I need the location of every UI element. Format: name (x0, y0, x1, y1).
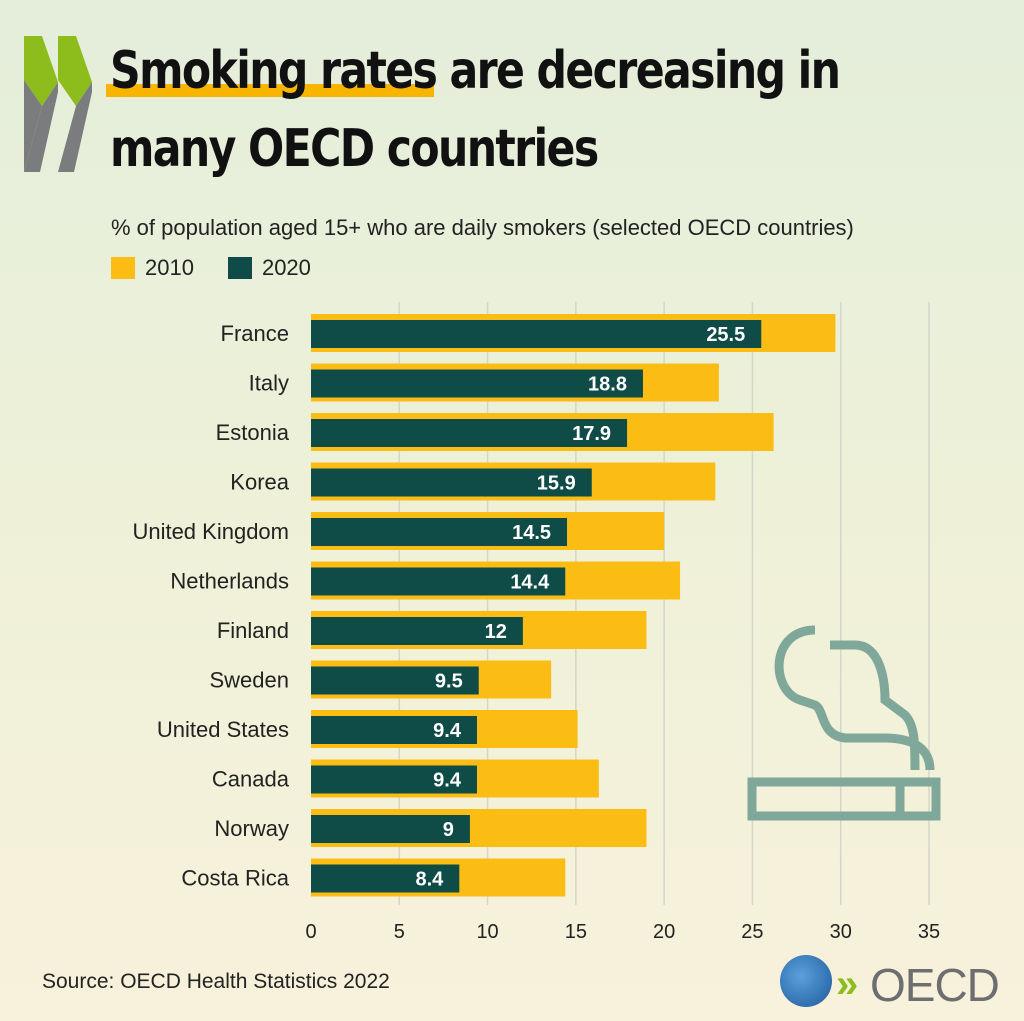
category-label: Korea (230, 470, 289, 495)
chart-subtitle: % of population aged 15+ who are daily s… (111, 215, 854, 240)
data-label-2020: 9 (443, 819, 454, 841)
cigarette-icon (747, 625, 941, 821)
data-label-2020: 15.9 (537, 473, 576, 495)
data-label-2020: 17.9 (572, 423, 611, 445)
data-label-2020: 9.4 (433, 770, 462, 792)
data-label-2020: 18.8 (588, 374, 627, 396)
category-label: France (221, 321, 289, 346)
data-label-2020: 12 (485, 621, 507, 643)
category-label: Finland (217, 618, 289, 643)
data-label-2020: 9.4 (433, 720, 462, 742)
legend-label: 2020 (261, 255, 311, 280)
legend-label: 2010 (145, 255, 194, 280)
x-tick-label: 5 (394, 921, 405, 943)
bar-2020 (311, 716, 477, 744)
bar-2020 (311, 617, 523, 645)
oecd-chevrons-logo (0, 0, 110, 195)
x-tick-label: 35 (918, 921, 940, 943)
category-label: United States (157, 717, 289, 742)
category-label: Sweden (209, 668, 289, 693)
category-label: United Kingdom (132, 519, 289, 544)
data-label-2020: 25.5 (706, 324, 745, 346)
bar-2020 (311, 320, 762, 348)
category-label: Costa Rica (181, 866, 289, 891)
globe-icon (780, 955, 832, 1007)
oecd-logo-text: OECD (870, 959, 1000, 1011)
x-tick-label: 20 (653, 921, 675, 943)
category-label: Netherlands (170, 569, 289, 594)
category-label: Italy (249, 371, 289, 396)
legend-2010: 2010 (111, 255, 194, 281)
bar-2020 (311, 864, 460, 893)
data-label-2020: 8.4 (416, 869, 445, 891)
bar-2020 (311, 765, 477, 794)
x-tick-label: 0 (305, 921, 316, 943)
category-label: Norway (214, 816, 289, 841)
x-tick-label: 25 (741, 921, 763, 943)
x-tick-label: 15 (565, 921, 587, 943)
bar-2020 (311, 419, 628, 447)
data-label-2020: 14.5 (512, 522, 551, 544)
bar-2020 (311, 468, 592, 497)
category-label: Estonia (216, 420, 290, 445)
bar-2020 (311, 815, 470, 843)
page-title: Smoking rates are decreasing in many OEC… (110, 41, 841, 179)
bar-2020 (311, 666, 479, 695)
data-label-2020: 9.5 (435, 671, 463, 693)
bar-2020 (311, 369, 643, 398)
x-tick-label: 30 (830, 921, 852, 943)
bar-2020 (311, 567, 566, 596)
bar-2020 (311, 518, 568, 546)
legend-2020: 2020 (227, 255, 311, 281)
data-label-2020: 14.4 (510, 572, 550, 594)
title-highlight (106, 84, 434, 97)
category-label: Canada (212, 767, 290, 792)
x-tick-label: 10 (476, 921, 498, 943)
source-note: Source: OECD Health Statistics 2022 (42, 970, 390, 993)
oecd-small-chevrons: » (836, 962, 859, 1006)
legend: 2010 2020 (111, 255, 345, 281)
